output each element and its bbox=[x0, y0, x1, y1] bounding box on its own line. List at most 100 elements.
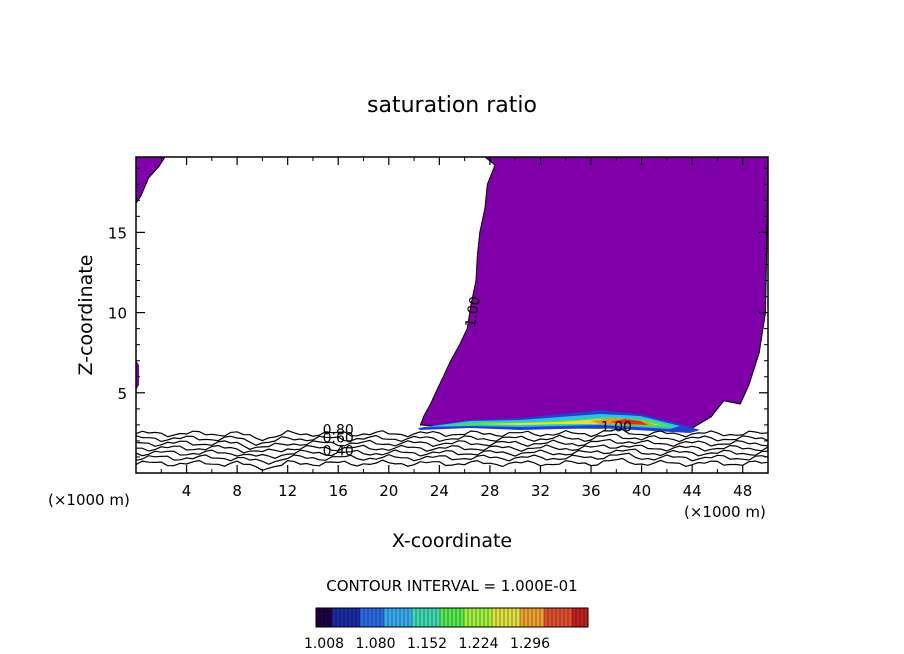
x-axis-label: X-coordinate bbox=[392, 530, 512, 552]
contour-label: 0.60 bbox=[323, 431, 354, 447]
x-tick-label: 8 bbox=[232, 482, 242, 500]
saturated-region bbox=[419, 157, 768, 429]
colorbar-segment bbox=[416, 608, 421, 627]
x-tick-label: 40 bbox=[632, 482, 651, 500]
colorbar-segment bbox=[372, 608, 377, 627]
colorbar-segment bbox=[332, 608, 337, 627]
colorbar-segment bbox=[492, 608, 497, 627]
y-axis-label: Z-coordinate bbox=[75, 255, 97, 376]
colorbar-frame bbox=[315, 607, 589, 628]
contour-interval-text: CONTOUR INTERVAL = 1.000E-01 bbox=[326, 577, 577, 595]
y-tick-label: 15 bbox=[108, 224, 127, 242]
contour-label: 0.40 bbox=[323, 443, 354, 459]
colorbar-segment bbox=[580, 608, 585, 627]
colorbar-segment bbox=[548, 608, 553, 627]
colorbar-segment bbox=[428, 608, 433, 627]
x-unit-right-label: (×1000 m) bbox=[684, 503, 766, 521]
chart-title: saturation ratio bbox=[367, 93, 537, 118]
top-left-saturated-region bbox=[136, 157, 166, 205]
colorbar-tick-label: 1.224 bbox=[458, 636, 498, 652]
plot-frame bbox=[135, 156, 769, 474]
colorbar-segment bbox=[532, 608, 537, 627]
contour-line bbox=[136, 444, 768, 454]
colorbar-segment bbox=[540, 608, 545, 627]
colorbar-segment bbox=[448, 608, 453, 627]
colorbar-segment bbox=[476, 608, 481, 627]
colorbar-segment bbox=[504, 608, 509, 627]
colorbar-segment bbox=[320, 608, 325, 627]
y-axis-tick-labels: 5 10 15 bbox=[108, 224, 127, 402]
colorbar-tick-label: 1.296 bbox=[510, 636, 550, 652]
contour-line bbox=[136, 438, 768, 450]
colorbar-segment bbox=[520, 608, 525, 627]
x-axis-tick-labels: 4 8 12 16 20 24 28 32 36 40 44 48 bbox=[182, 482, 752, 500]
colorbar-segment bbox=[576, 608, 581, 627]
colorbar-segment bbox=[408, 608, 413, 627]
colorbar-segment bbox=[328, 608, 333, 627]
x-tick-label: 36 bbox=[581, 482, 600, 500]
colorbar-segment bbox=[512, 608, 517, 627]
colorbar-segment bbox=[560, 608, 565, 627]
x-tick-label: 12 bbox=[278, 482, 297, 500]
x-tick-label: 16 bbox=[329, 482, 348, 500]
colorbar-segment bbox=[420, 608, 425, 627]
colorbar-segment bbox=[424, 608, 429, 627]
contour-line bbox=[136, 433, 768, 446]
colorbar-segment bbox=[324, 608, 329, 627]
colorbar-segment bbox=[436, 608, 441, 627]
colorbar-segment bbox=[400, 608, 405, 627]
colorbar-tick-label: 1.152 bbox=[407, 636, 447, 652]
colorbar-segment bbox=[584, 608, 589, 627]
colorbar-segment bbox=[336, 608, 341, 627]
contour-lines bbox=[136, 428, 768, 471]
colorbar-segment bbox=[412, 608, 417, 627]
colorbar-segment bbox=[496, 608, 501, 627]
colorbar-segment bbox=[568, 608, 573, 627]
colorbar-segment bbox=[500, 608, 505, 627]
colorbar-segment bbox=[444, 608, 449, 627]
contour-line bbox=[136, 457, 768, 471]
colorbar-segment bbox=[456, 608, 461, 627]
colorbar-segment bbox=[552, 608, 557, 627]
plot-area bbox=[136, 157, 768, 471]
colorbar-segment bbox=[468, 608, 473, 627]
colorbar-segment bbox=[440, 608, 445, 627]
x-tick-label: 28 bbox=[480, 482, 499, 500]
colorbar-segment bbox=[368, 608, 373, 627]
colorbar-segment bbox=[340, 608, 345, 627]
colorbar-segment bbox=[484, 608, 489, 627]
colorbar bbox=[315, 608, 589, 627]
colorbar-segment bbox=[348, 608, 353, 627]
colorbar-segment bbox=[376, 608, 381, 627]
colorbar-segment bbox=[316, 608, 321, 627]
y-tick-label: 10 bbox=[108, 305, 127, 323]
contour-line bbox=[136, 428, 768, 442]
colorbar-segment bbox=[536, 608, 541, 627]
x-tick-label: 20 bbox=[379, 482, 398, 500]
colorbar-segment bbox=[480, 608, 485, 627]
colorbar-segment bbox=[384, 608, 389, 627]
contour-label: 1.00 bbox=[463, 295, 484, 328]
colorbar-segment bbox=[388, 608, 393, 627]
colorbar-segment bbox=[564, 608, 569, 627]
colorbar-segment bbox=[360, 608, 365, 627]
colorbar-segment bbox=[380, 608, 385, 627]
x-tick-label: 48 bbox=[733, 482, 752, 500]
x-tick-label: 24 bbox=[430, 482, 449, 500]
x-axis-ticks bbox=[160, 157, 744, 473]
x-unit-left-label: (×1000 m) bbox=[48, 491, 130, 509]
colorbar-segment bbox=[364, 608, 369, 627]
colorbar-segment bbox=[460, 608, 465, 627]
high-saturation-band bbox=[418, 410, 700, 433]
colorbar-segment bbox=[452, 608, 457, 627]
colorbar-segment bbox=[528, 608, 533, 627]
contour-line bbox=[136, 448, 768, 459]
colorbar-segment bbox=[404, 608, 409, 627]
contour-line bbox=[136, 452, 768, 465]
contour-labels: 1.00 0.800.600.40 1.00 bbox=[323, 295, 632, 459]
colorbar-segment bbox=[344, 608, 349, 627]
x-tick-label: 44 bbox=[683, 482, 702, 500]
x-tick-label: 4 bbox=[182, 482, 192, 500]
colorbar-segment bbox=[432, 608, 437, 627]
